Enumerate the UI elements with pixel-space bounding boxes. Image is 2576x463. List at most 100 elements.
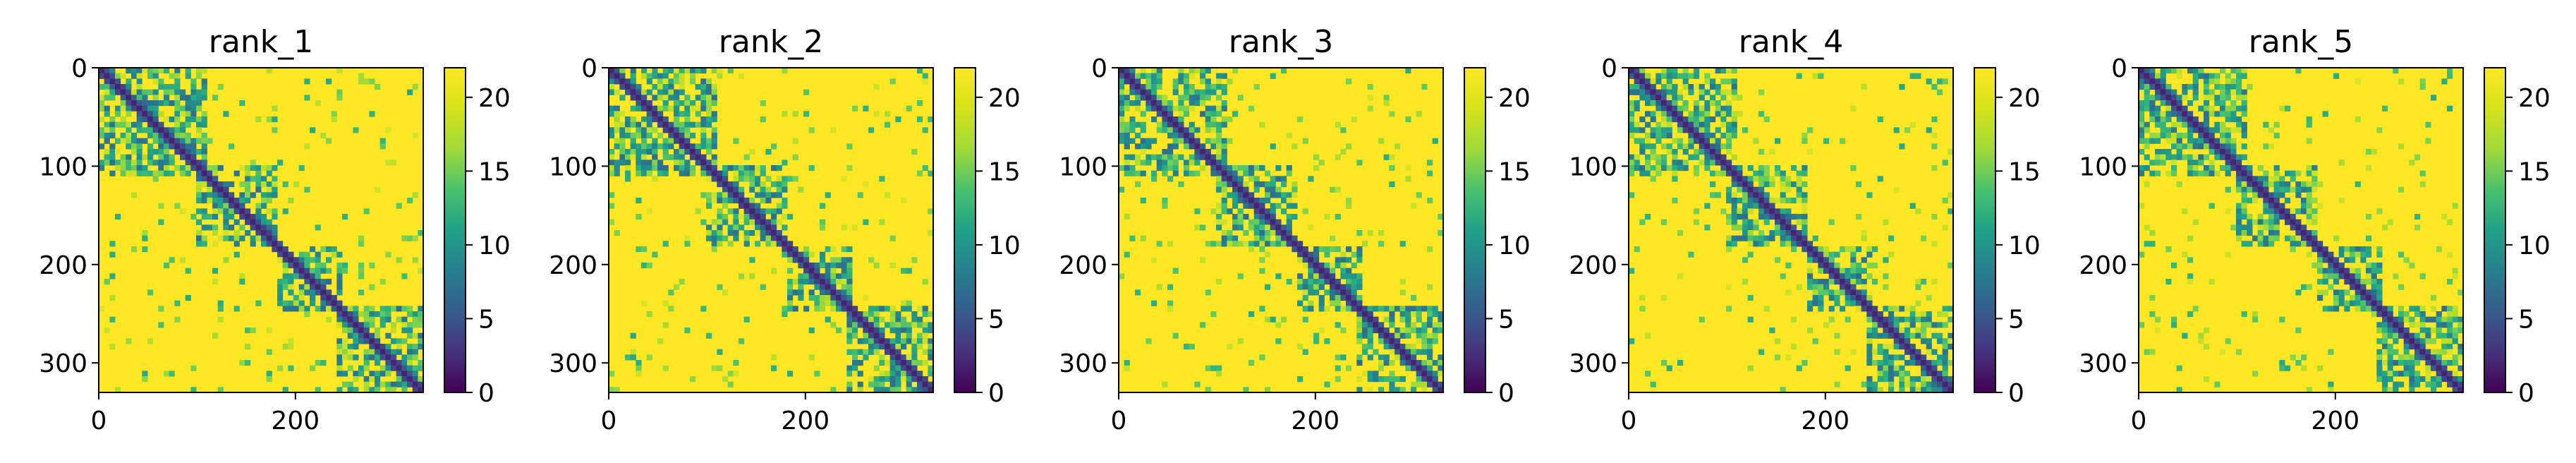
heatmap-cell <box>901 338 907 344</box>
heatmap-cell <box>1362 306 1368 312</box>
heatmap-cell <box>2301 181 2307 188</box>
heatmap-cell <box>1411 344 1417 350</box>
heatmap-cell <box>792 176 798 182</box>
heatmap-cell <box>846 143 853 150</box>
heatmap-cell <box>401 354 408 361</box>
heatmap-cell <box>180 111 186 117</box>
heatmap-cell <box>2268 208 2275 215</box>
heatmap-cell <box>808 127 815 133</box>
heatmap-cell <box>1948 332 1954 339</box>
heatmap-cell <box>1677 89 1684 95</box>
heatmap-cell <box>229 214 235 220</box>
heatmap-cell <box>2171 316 2177 323</box>
heatmap-cell <box>104 327 110 334</box>
heatmap-cell <box>690 68 696 74</box>
heatmap-cell <box>2139 138 2145 144</box>
heatmap-cell <box>396 203 402 209</box>
heatmap-cell <box>223 111 229 117</box>
heatmap-cell <box>1904 316 1911 323</box>
heatmap-cell <box>2252 219 2259 225</box>
heatmap-cell <box>1704 149 1711 155</box>
heatmap-cell <box>2447 105 2453 112</box>
heatmap-cell <box>1672 176 1678 182</box>
heatmap-cell <box>196 192 202 198</box>
heatmap-cell <box>158 138 164 144</box>
heatmap-cell <box>798 289 804 296</box>
heatmap-cell <box>1704 165 1711 172</box>
heatmap-cell <box>2220 133 2226 139</box>
heatmap-cell <box>2376 327 2383 334</box>
heatmap-cell <box>1438 354 1444 361</box>
heatmap-cell <box>1411 327 1417 334</box>
heatmap-cell <box>1253 208 1260 215</box>
heatmap-cell <box>1629 338 1635 344</box>
heatmap-cell <box>2311 235 2318 241</box>
heatmap-cell <box>1655 154 1662 160</box>
heatmap-cell <box>2376 376 2383 383</box>
heatmap-cell <box>347 381 353 387</box>
heatmap-cell <box>255 165 262 172</box>
heatmap-cell <box>407 327 413 334</box>
heatmap-cell <box>245 176 251 182</box>
heatmap-cell <box>1850 105 1857 112</box>
heatmap-cell <box>1948 263 1954 269</box>
heatmap-cell <box>1753 186 1759 193</box>
heatmap-cell <box>223 224 229 231</box>
heatmap-cell <box>2350 267 2356 274</box>
heatmap-cell <box>852 311 858 318</box>
heatmap-cell <box>717 365 723 371</box>
heatmap-cell <box>1909 332 1916 339</box>
heatmap-cell <box>1694 219 1700 225</box>
heatmap-cell <box>830 322 837 328</box>
heatmap-cell <box>1629 89 1635 95</box>
heatmap-cell <box>1286 214 1292 220</box>
heatmap-cell <box>2257 230 2264 236</box>
heatmap-cell <box>1210 111 1217 117</box>
heatmap-cell <box>158 143 164 150</box>
heatmap-cell <box>1899 338 1905 344</box>
heatmap-cell <box>1645 111 1651 117</box>
heatmap-cell <box>185 170 191 176</box>
heatmap-cell <box>1421 371 1428 377</box>
heatmap-cell <box>1421 338 1428 344</box>
heatmap-cell <box>787 257 794 263</box>
heatmap-cell <box>1140 121 1146 128</box>
heatmap-cell <box>625 116 631 123</box>
heatmap-cell <box>2273 165 2280 172</box>
heatmap-cell <box>2220 143 2226 150</box>
heatmap-cell <box>662 84 669 90</box>
heatmap-cell <box>2220 89 2226 95</box>
heatmap-cell <box>1661 133 1667 139</box>
heatmap-cell <box>2236 214 2242 220</box>
heatmap-cell <box>846 332 853 339</box>
heatmap-cell <box>1318 300 1325 306</box>
heatmap-cell <box>2144 95 2150 101</box>
heatmap-cell <box>1737 186 1743 193</box>
heatmap-cell <box>1650 116 1656 123</box>
heatmap-cell <box>1253 176 1260 182</box>
heatmap-cell <box>1178 73 1184 79</box>
heatmap-cell <box>217 181 224 188</box>
heatmap-cell <box>755 241 761 247</box>
heatmap-cells <box>2139 68 2464 393</box>
heatmap-cell <box>674 111 680 117</box>
heatmap-cell <box>641 121 648 128</box>
heatmap-cell <box>120 170 126 176</box>
heatmap-cell <box>739 73 745 79</box>
heatmap-cell <box>1124 160 1130 166</box>
heatmap-cell <box>1823 263 1830 269</box>
heatmap-cell <box>2214 138 2220 144</box>
heatmap-cell <box>1335 263 1341 269</box>
heatmap-cell <box>391 349 397 355</box>
heatmap-cell <box>1356 300 1363 306</box>
heatmap-cell <box>2214 143 2220 150</box>
heatmap-cell <box>662 121 669 128</box>
heatmap-cell <box>1818 246 1824 253</box>
heatmap-cell <box>885 306 891 312</box>
heatmap-cell <box>223 230 229 236</box>
heatmap-cell <box>1629 192 1635 198</box>
heatmap-cell <box>782 181 788 188</box>
heatmap-cell <box>1356 246 1363 253</box>
heatmap-cell <box>1731 89 1737 95</box>
heatmap-cell <box>743 203 750 209</box>
